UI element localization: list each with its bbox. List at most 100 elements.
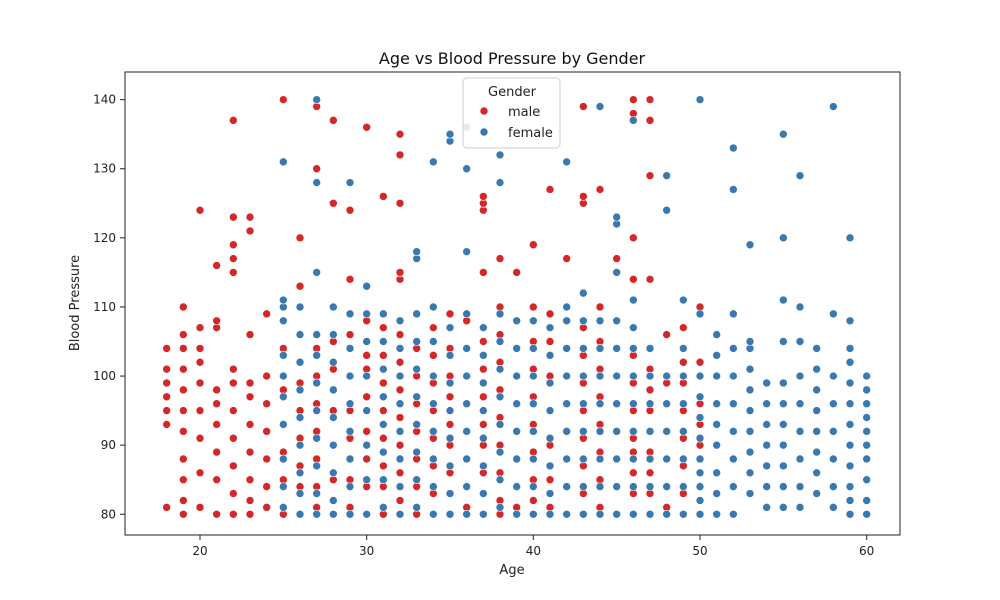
point-female xyxy=(762,482,771,491)
point-female xyxy=(512,316,521,326)
point-male xyxy=(195,378,205,388)
point-female xyxy=(312,489,321,498)
point-female xyxy=(545,461,555,471)
point-female xyxy=(312,406,321,415)
point-female xyxy=(862,496,871,505)
point-female xyxy=(812,344,821,353)
point-male xyxy=(529,240,538,250)
point-female xyxy=(345,371,355,381)
point-female xyxy=(712,351,721,360)
point-female xyxy=(395,509,405,519)
point-female xyxy=(545,323,555,332)
point-female xyxy=(329,357,338,367)
point-female xyxy=(395,482,405,491)
point-female xyxy=(629,454,638,464)
point-female xyxy=(712,330,721,339)
point-female xyxy=(712,489,721,498)
point-female xyxy=(462,344,471,353)
point-female xyxy=(479,323,488,332)
point-female xyxy=(612,344,621,353)
point-female xyxy=(279,503,288,512)
point-female xyxy=(362,440,371,450)
point-female xyxy=(862,399,871,409)
point-female xyxy=(345,178,355,187)
point-male xyxy=(179,330,188,339)
point-female xyxy=(512,427,521,436)
legend-label-female: female xyxy=(508,126,553,141)
point-male xyxy=(395,268,405,277)
legend-title: Gender xyxy=(488,85,537,100)
point-male xyxy=(229,240,238,250)
point-female xyxy=(779,378,788,388)
point-female xyxy=(312,95,321,104)
point-female xyxy=(695,454,705,464)
point-female xyxy=(345,482,355,491)
x-tick-label-60: 60 xyxy=(859,544,874,558)
point-female xyxy=(779,420,788,429)
point-male xyxy=(245,378,255,388)
point-female xyxy=(579,509,588,519)
point-female xyxy=(562,157,571,167)
point-female xyxy=(445,509,455,519)
point-female xyxy=(562,371,571,381)
point-female xyxy=(329,509,338,519)
point-female xyxy=(745,337,755,346)
point-female xyxy=(595,399,605,409)
point-female xyxy=(845,482,855,491)
point-female xyxy=(712,509,721,519)
point-male xyxy=(362,427,371,436)
point-male xyxy=(229,489,238,498)
point-female xyxy=(695,496,705,505)
point-female xyxy=(445,351,455,360)
point-female xyxy=(779,461,788,471)
point-female xyxy=(729,185,738,194)
point-female xyxy=(495,364,505,374)
point-female xyxy=(862,385,871,395)
point-male xyxy=(179,475,188,485)
point-male xyxy=(162,392,171,402)
point-male xyxy=(229,509,238,519)
point-female xyxy=(512,344,521,353)
point-female xyxy=(795,399,805,409)
point-female xyxy=(712,440,721,450)
y-tick-label-130: 130 xyxy=(93,162,116,176)
point-female xyxy=(829,399,838,409)
point-male xyxy=(379,351,388,360)
point-female xyxy=(812,406,821,415)
point-male xyxy=(262,371,271,381)
point-male xyxy=(529,302,538,312)
y-tick-label-90: 90 xyxy=(101,438,116,452)
point-female xyxy=(862,440,871,450)
point-male xyxy=(179,344,188,353)
point-female xyxy=(429,371,438,381)
point-male xyxy=(295,233,305,243)
point-male xyxy=(212,261,221,270)
point-female xyxy=(729,371,738,381)
point-male xyxy=(645,171,655,180)
point-male xyxy=(395,496,405,505)
point-female xyxy=(695,371,705,381)
point-female xyxy=(329,496,338,505)
point-male xyxy=(245,212,255,222)
point-female xyxy=(295,385,305,395)
point-female xyxy=(295,440,305,450)
point-female xyxy=(562,427,571,436)
point-female xyxy=(662,205,671,215)
point-male xyxy=(645,468,655,478)
point-female xyxy=(545,509,555,519)
point-female xyxy=(412,309,421,319)
point-female xyxy=(812,364,821,374)
point-female xyxy=(562,344,571,353)
point-male xyxy=(162,503,171,512)
point-female xyxy=(862,371,871,381)
point-female xyxy=(429,302,438,312)
point-female xyxy=(479,489,488,498)
point-female xyxy=(362,371,371,381)
point-female xyxy=(379,364,388,374)
point-female xyxy=(429,482,438,491)
point-female xyxy=(762,378,771,388)
point-male xyxy=(229,268,238,277)
point-female xyxy=(295,489,305,498)
point-female xyxy=(795,337,805,346)
point-male xyxy=(245,509,255,519)
